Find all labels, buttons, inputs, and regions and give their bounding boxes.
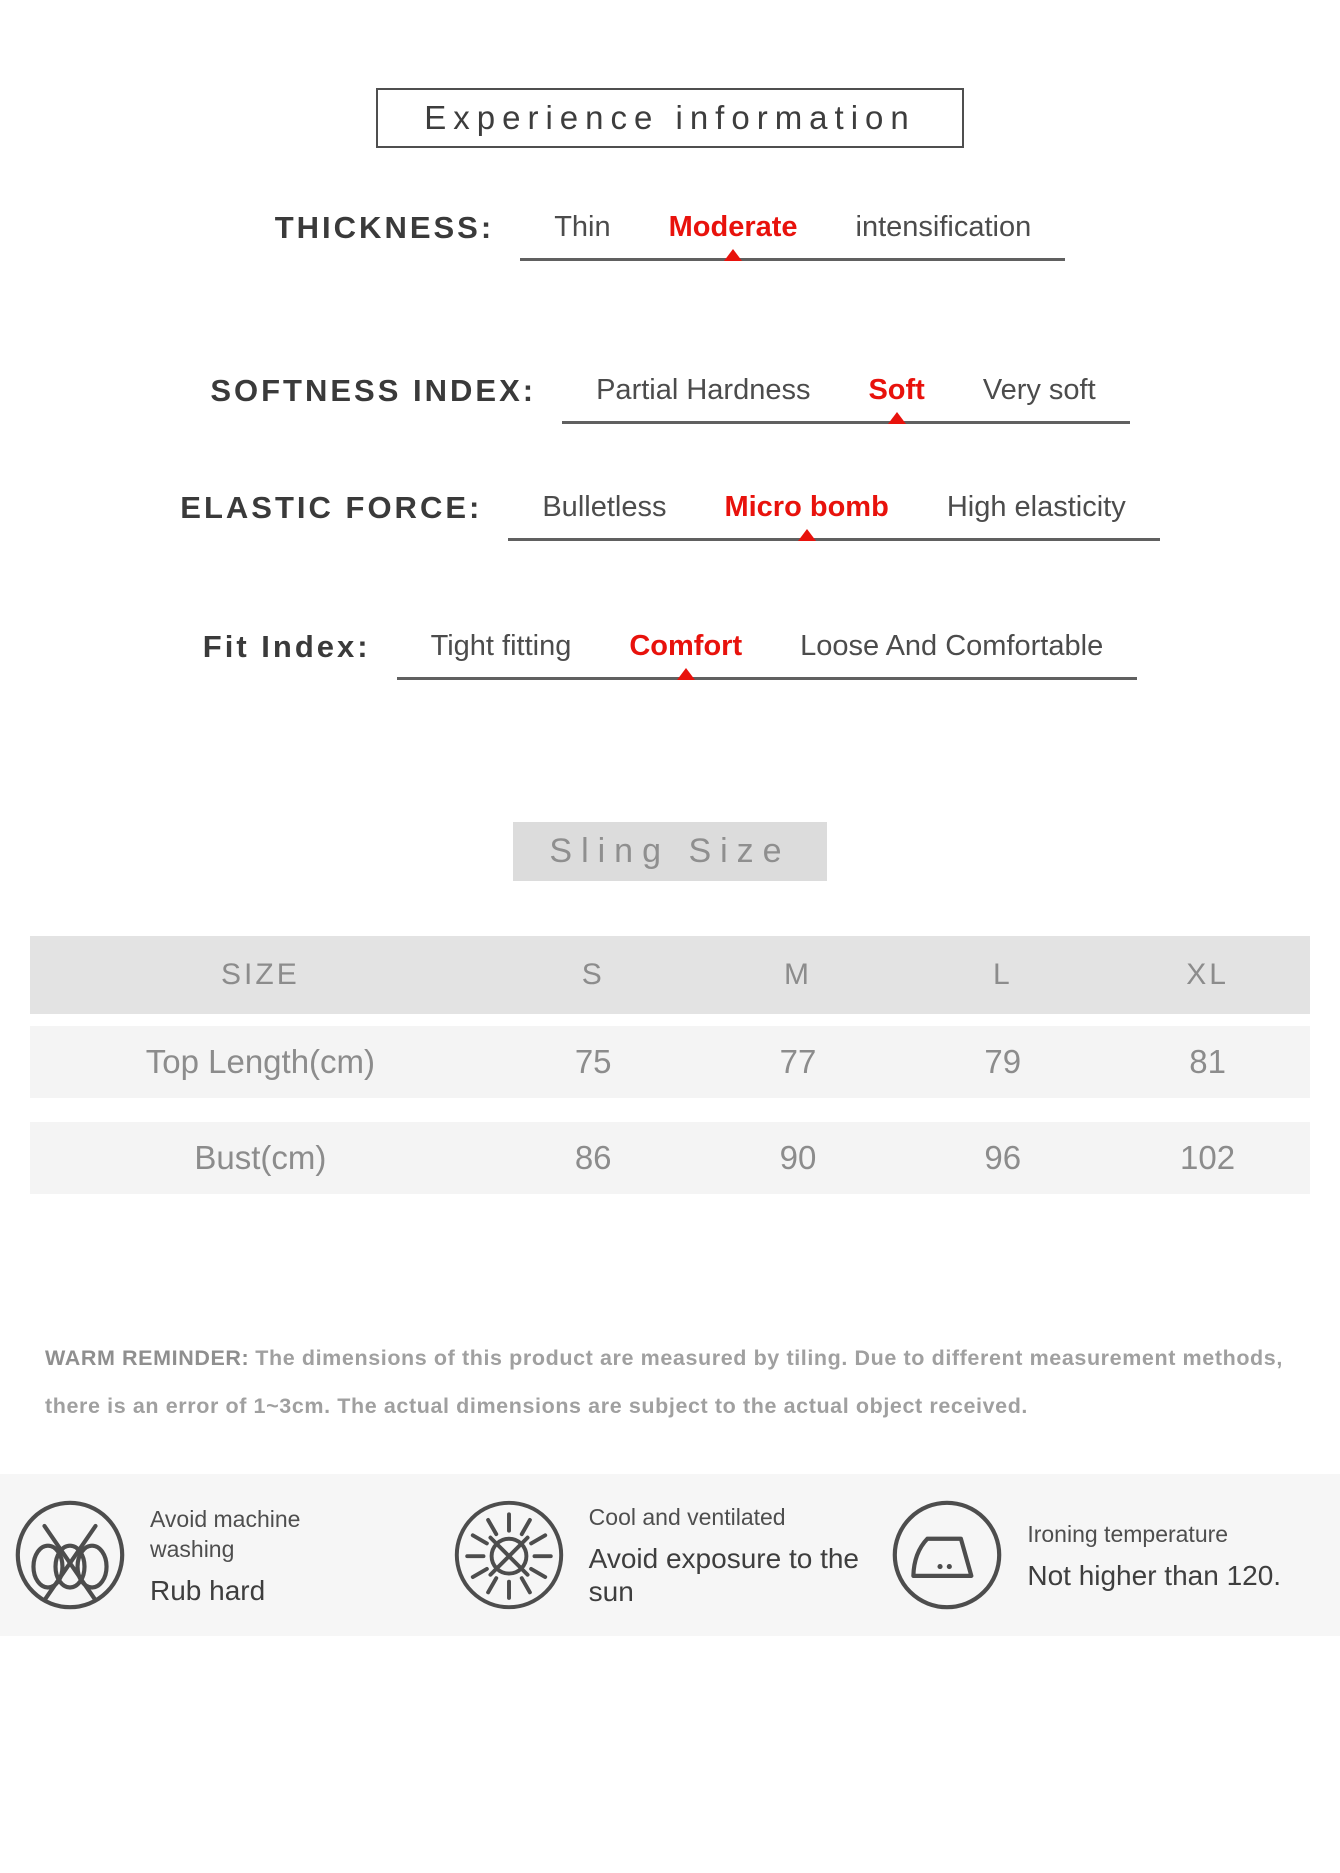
col-header-m: M [783, 958, 812, 991]
care-title: Avoid machine washing [150, 1505, 301, 1562]
option-very-soft: Very soft [982, 374, 1096, 406]
fit-scale: Tight fitting Comfort Loose And Comforta… [396, 630, 1138, 680]
warm-reminder-text: The dimensions of this product are measu… [45, 1346, 1283, 1418]
option-partial-hardness: Partial Hardness [596, 374, 811, 406]
care-detail: Avoid exposure to the sun [588, 1543, 860, 1607]
elastic-label: ELASTIC FORCE: [180, 490, 483, 525]
option-high-elasticity: High elasticity [946, 491, 1126, 523]
fit-label: Fit Index: [202, 629, 371, 664]
size-table: SIZE S M L XL Top Length(cm) 75 77 79 81… [30, 936, 1310, 1194]
cell-value: 81 [1189, 1043, 1226, 1080]
option-thin: Thin [554, 211, 611, 243]
cell-value: 77 [779, 1043, 817, 1080]
care-title: Cool and ventilated [588, 1504, 786, 1530]
care-title: Ironing temperature [1027, 1520, 1229, 1547]
softness-label: SOFTNESS INDEX: [210, 373, 537, 408]
size-chart-heading: Sling Size [513, 822, 827, 881]
page-title: Experience information [376, 88, 964, 148]
cell-value: 86 [574, 1139, 612, 1176]
care-item-ironing: Ironing temperature Not higher than 120. [889, 1497, 1328, 1613]
col-header-s: S [581, 958, 605, 991]
table-row-top-length: Top Length(cm) 75 77 79 81 [30, 1026, 1310, 1098]
attr-row-softness: SOFTNESS INDEX: Partial Hardness Soft Ve… [0, 373, 1340, 424]
iron-low-temp-icon [889, 1497, 1005, 1613]
row-label: Top Length(cm) [145, 1043, 376, 1080]
col-header-l: L [992, 958, 1013, 991]
care-text-sun: Cool and ventilated Avoid exposure to th… [589, 1502, 867, 1608]
warm-reminder-label: WARM REMINDER: [45, 1346, 250, 1370]
attr-row-elastic: ELASTIC FORCE: Bulletless Micro bomb Hig… [0, 490, 1340, 541]
attr-row-thickness: THICKNESS: Thin Moderate intensification [0, 210, 1340, 261]
row-label: Bust(cm) [194, 1139, 327, 1176]
care-detail: Rub hard [150, 1574, 266, 1606]
option-loose-comfortable: Loose And Comfortable [800, 630, 1104, 662]
option-moderate-selected: Moderate [668, 211, 798, 243]
care-instructions-strip: Avoid machine washing Rub hard [0, 1474, 1340, 1636]
option-tight-fitting: Tight fitting [430, 630, 572, 662]
care-text-ironing: Ironing temperature Not higher than 120. [1027, 1519, 1282, 1592]
option-comfort-selected: Comfort [629, 630, 743, 662]
option-micro-bomb-selected: Micro bomb [724, 491, 889, 523]
attr-row-fit: Fit Index: Tight fitting Comfort Loose A… [0, 629, 1340, 680]
col-header-size: SIZE [221, 958, 300, 991]
cell-value: 90 [779, 1139, 817, 1176]
care-item-sun: Cool and ventilated Avoid exposure to th… [451, 1497, 890, 1613]
no-machine-wash-icon [12, 1497, 128, 1613]
care-text-washing: Avoid machine washing Rub hard [150, 1504, 355, 1607]
care-item-washing: Avoid machine washing Rub hard [12, 1497, 451, 1613]
cell-value: 79 [984, 1043, 1022, 1080]
cell-value: 96 [984, 1139, 1022, 1176]
softness-scale: Partial Hardness Soft Very soft [562, 374, 1130, 424]
cell-value: 102 [1180, 1139, 1236, 1176]
elastic-scale: Bulletless Micro bomb High elasticity [508, 491, 1160, 541]
thickness-label: THICKNESS: [274, 210, 495, 245]
care-detail: Not higher than 120. [1027, 1559, 1282, 1591]
thickness-scale: Thin Moderate intensification [520, 211, 1066, 261]
table-row-bust: Bust(cm) 86 90 96 102 [30, 1122, 1310, 1194]
option-soft-selected: Soft [868, 374, 925, 406]
col-header-xl: XL [1186, 958, 1229, 991]
no-sun-exposure-icon [451, 1497, 567, 1613]
cell-value: 75 [574, 1043, 612, 1080]
size-table-header-row: SIZE S M L XL [30, 936, 1310, 1014]
option-intensification: intensification [855, 211, 1032, 243]
warm-reminder: WARM REMINDER: The dimensions of this pro… [45, 1334, 1295, 1430]
option-bulletless: Bulletless [542, 491, 667, 523]
